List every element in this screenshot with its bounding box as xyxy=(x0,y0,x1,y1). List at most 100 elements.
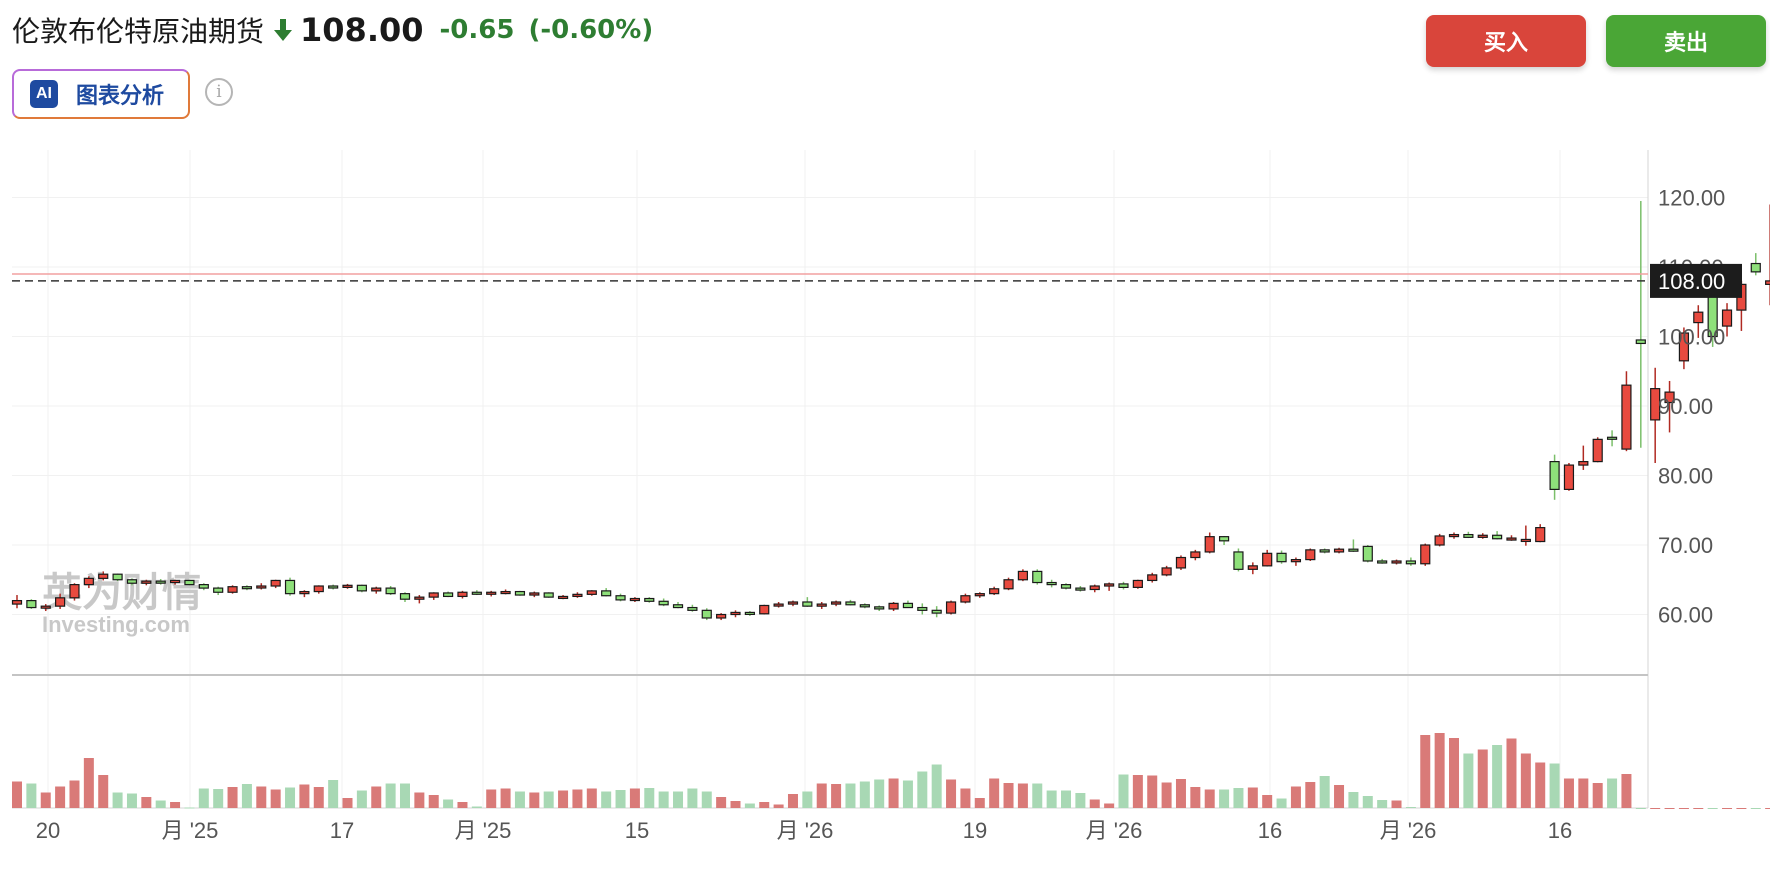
candle-body xyxy=(428,592,439,598)
candle-body xyxy=(356,584,367,592)
candle-body xyxy=(1377,560,1388,564)
candle-body xyxy=(1132,579,1143,588)
volume-bar xyxy=(1578,778,1589,808)
candle-body xyxy=(543,592,554,598)
volume-bar xyxy=(1420,735,1431,808)
volume-bar xyxy=(1492,745,1503,808)
volume-bar xyxy=(270,789,281,808)
volume-bar xyxy=(371,786,382,808)
candle-body xyxy=(744,611,755,616)
volume-bar xyxy=(917,771,928,808)
volume-bar xyxy=(1736,808,1747,809)
price-tick-label: 70.00 xyxy=(1658,533,1713,558)
volume-bar xyxy=(1765,808,1770,809)
volume-bar xyxy=(1607,778,1618,808)
candle-body xyxy=(1621,384,1632,450)
price-change-percent: (-0.60%) xyxy=(528,15,654,45)
candle-body xyxy=(1549,461,1560,491)
volume-bar xyxy=(1132,775,1143,808)
volume-bar xyxy=(1190,787,1201,808)
instrument-title: 伦敦布伦特原油期货 xyxy=(12,15,265,48)
volume-bar xyxy=(859,781,870,808)
candle-body xyxy=(1750,262,1761,273)
volume-bar xyxy=(615,790,626,808)
price-tick-label: 90.00 xyxy=(1658,394,1713,419)
candle-body xyxy=(716,613,727,619)
volume-bar xyxy=(989,778,1000,808)
volume-bar xyxy=(256,786,267,808)
price-axis: 120.00110.00100.0090.0080.0070.0060.0010… xyxy=(1650,186,1742,628)
candle-body xyxy=(759,604,770,615)
candle-body xyxy=(1520,538,1531,543)
candle-body xyxy=(1635,339,1646,345)
candle-body xyxy=(888,602,899,610)
volume-bar xyxy=(98,775,109,808)
candle-body xyxy=(1420,544,1431,565)
volume-bar xyxy=(500,788,511,808)
candle-body xyxy=(184,579,195,586)
volume-bar xyxy=(931,764,942,808)
volume-bar xyxy=(1535,762,1546,808)
volume-bar xyxy=(1089,799,1100,808)
current-price-lines xyxy=(12,273,1648,282)
candle-body xyxy=(917,606,928,611)
candle-body xyxy=(1233,551,1244,570)
candle-body xyxy=(529,592,540,596)
candle-body xyxy=(687,606,698,611)
candle-body xyxy=(500,590,511,595)
candle-body xyxy=(126,579,138,584)
ai-chart-analysis-button[interactable]: AI 图表分析 xyxy=(12,69,190,119)
candle-body xyxy=(644,597,655,602)
volume-bar xyxy=(1262,795,1273,808)
volume-bar xyxy=(888,778,899,808)
volume-bar xyxy=(414,792,425,808)
candle-body xyxy=(572,593,583,598)
current-price-tag xyxy=(1650,263,1742,298)
volume-bar xyxy=(1075,793,1086,808)
info-icon[interactable]: i xyxy=(205,78,233,106)
time-tick-label: 15 xyxy=(625,818,649,843)
candle-body xyxy=(1218,536,1230,542)
volume-bar xyxy=(443,799,454,808)
candle-body xyxy=(284,579,296,595)
volume-bar xyxy=(1520,753,1531,808)
candle-body xyxy=(1463,533,1474,538)
candle-body xyxy=(83,577,94,586)
volume-bar xyxy=(285,787,296,808)
volume-bar xyxy=(730,801,741,808)
candle-body xyxy=(1319,549,1330,553)
time-tick-label: 月 '25 xyxy=(162,818,219,843)
sell-button[interactable]: 卖出 xyxy=(1606,15,1766,67)
candle-body xyxy=(931,609,942,614)
candle-body xyxy=(1089,585,1100,591)
candle-body xyxy=(1017,570,1029,581)
candle-body xyxy=(313,585,324,593)
buy-button[interactable]: 买入 xyxy=(1426,15,1586,67)
candle-body xyxy=(1506,537,1517,541)
volume-bar xyxy=(960,788,971,808)
candle-body xyxy=(1262,552,1273,567)
volume-bar xyxy=(816,783,827,808)
last-price: 108.00 xyxy=(300,11,424,49)
volume-bar xyxy=(974,798,985,808)
time-tick-label: 月 '26 xyxy=(1086,818,1143,843)
candle-body xyxy=(1147,574,1158,582)
volume-bar xyxy=(744,803,755,808)
volume-bar xyxy=(543,791,554,808)
price-change: -0.65 xyxy=(439,15,515,45)
candle-body xyxy=(141,580,152,584)
candle-body xyxy=(974,593,985,597)
time-tick-label: 月 '25 xyxy=(455,818,512,843)
candle-body xyxy=(672,604,684,609)
volume-bar xyxy=(514,791,525,808)
volume-bar xyxy=(673,791,684,808)
candle-body xyxy=(1075,587,1086,591)
candle-body xyxy=(342,584,353,588)
time-tick-label: 16 xyxy=(1258,818,1282,843)
candle-body xyxy=(385,587,396,595)
candle-body xyxy=(1247,565,1258,570)
volume-bar xyxy=(55,786,66,808)
volume-bar xyxy=(457,802,468,808)
volume-bar xyxy=(629,788,640,808)
